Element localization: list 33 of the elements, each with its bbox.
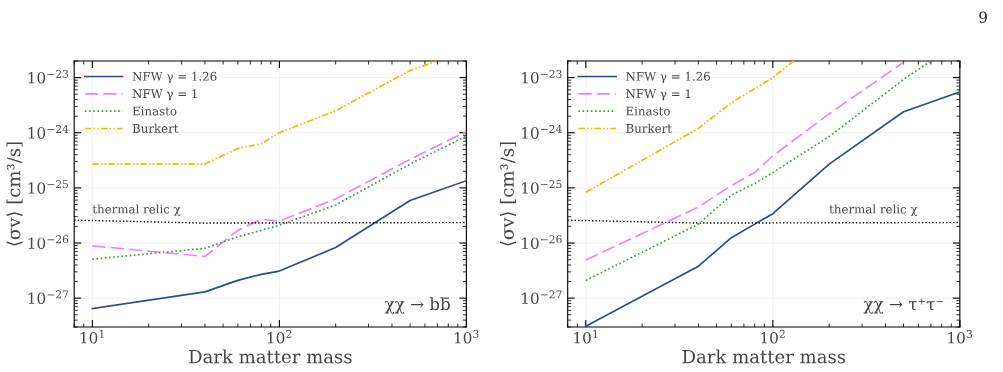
legend-label: Burkert bbox=[132, 123, 179, 133]
y-tick-label: 10$^{−27}$ bbox=[28, 290, 69, 305]
y-axis-title: ⟨σv⟩ [cm³/s] bbox=[6, 142, 23, 246]
x-tick-label: 10$^{1}$ bbox=[574, 329, 598, 344]
y-tick-label: 10$^{−24}$ bbox=[28, 124, 69, 139]
text: 9 bbox=[979, 11, 987, 23]
x-tick-label: 10$^{2}$ bbox=[267, 329, 292, 344]
x-tick-label: 10$^{2}$ bbox=[761, 329, 785, 344]
y-tick-label: 10$^{−26}$ bbox=[28, 235, 69, 249]
legend-label: Burkert bbox=[626, 123, 672, 133]
legend-label: Einasto bbox=[626, 106, 670, 116]
annotation: χχ → τ⁺τ⁻ bbox=[863, 298, 944, 314]
legend-label: NFW γ = 1.26 bbox=[626, 71, 710, 84]
x-axis-title: Dark matter mass bbox=[189, 349, 352, 364]
y-tick-label: 10$^{−25}$ bbox=[522, 180, 562, 194]
x-tick-label: 10$^{3}$ bbox=[454, 329, 479, 344]
x-axis-title: Dark matter mass bbox=[682, 349, 846, 364]
legend-label: Einasto bbox=[132, 106, 177, 116]
y-tick-label: 10$^{−23}$ bbox=[28, 69, 69, 84]
annotation: thermal relic χ bbox=[92, 204, 181, 216]
y-tick-label: 10$^{−27}$ bbox=[522, 290, 562, 305]
annotation: thermal relic χ bbox=[829, 204, 918, 216]
y-tick-label: 10$^{−25}$ bbox=[28, 180, 69, 194]
annotation: χχ → bb̄ bbox=[384, 297, 450, 314]
y-axis-title: ⟨σv⟩ [cm³/s] bbox=[499, 142, 517, 246]
x-tick-label: 10$^{1}$ bbox=[80, 329, 104, 344]
x-tick-label: 10$^{3}$ bbox=[948, 329, 973, 344]
legend-label: NFW γ = 1 bbox=[626, 89, 691, 101]
legend-label: NFW γ = 1.26 bbox=[132, 71, 217, 84]
legend-label: NFW γ = 1 bbox=[132, 89, 197, 101]
y-tick-label: 10$^{−24}$ bbox=[522, 124, 562, 139]
y-tick-label: 10$^{−23}$ bbox=[522, 69, 562, 84]
y-tick-label: 10$^{−26}$ bbox=[522, 235, 562, 249]
